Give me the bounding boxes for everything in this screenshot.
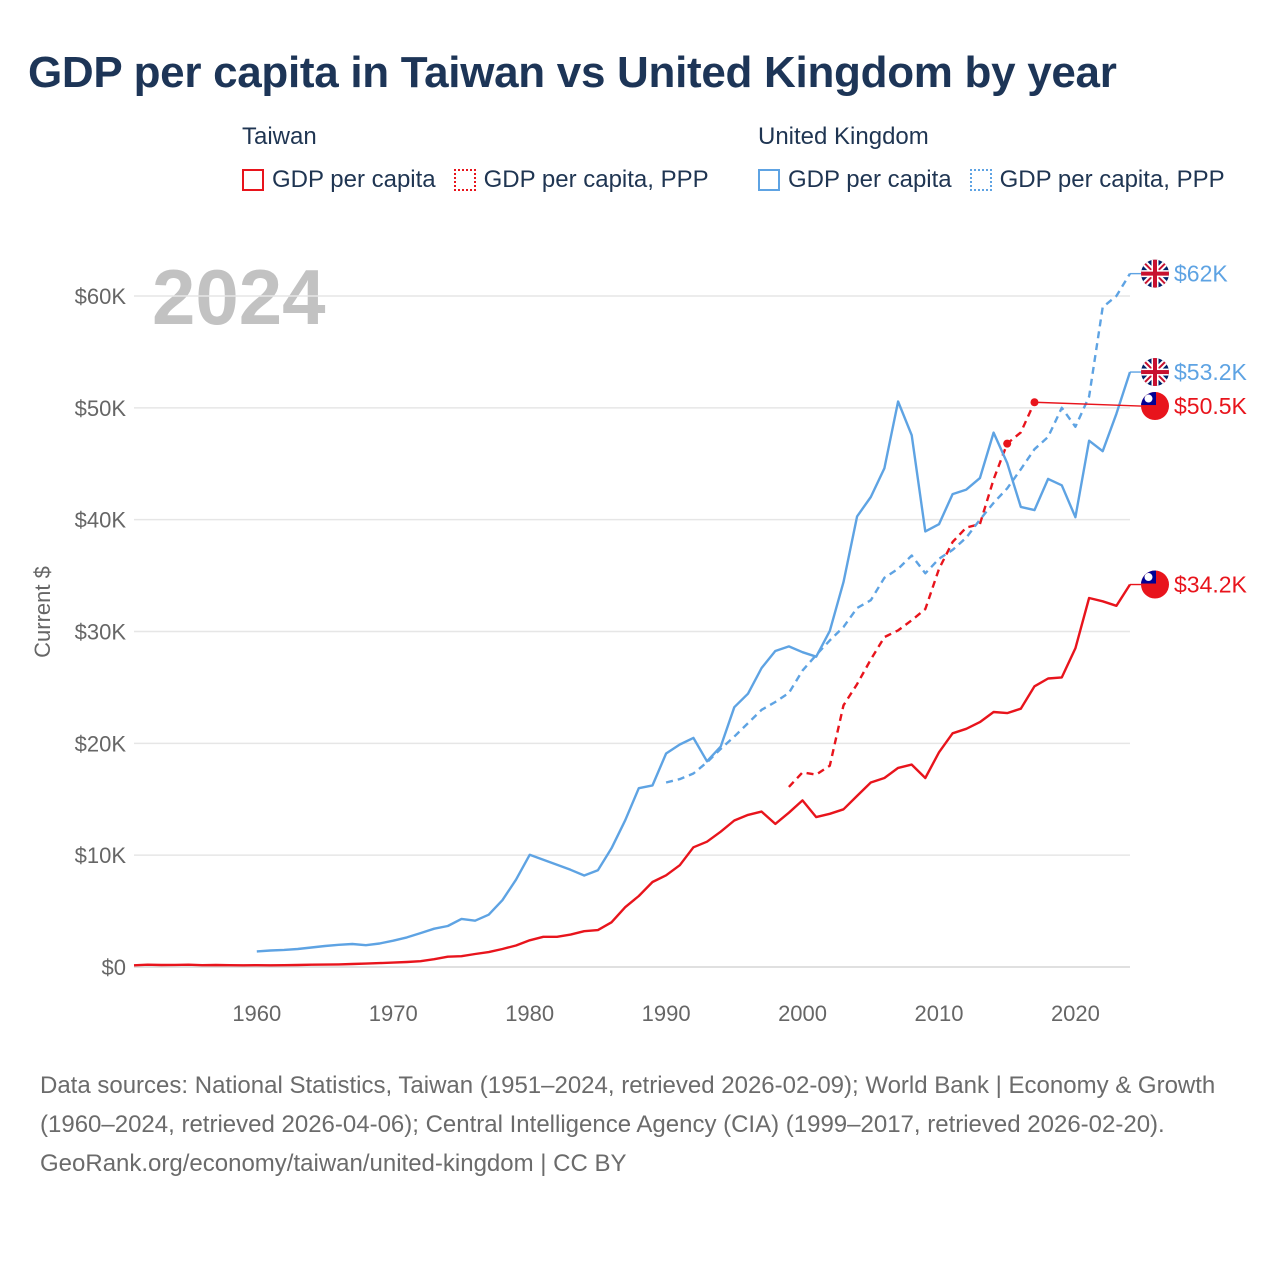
y-tick-label: $40K: [75, 508, 127, 533]
x-tick-label: 1970: [369, 1001, 418, 1026]
end-value-label: $62K: [1174, 261, 1228, 287]
y-tick-label: $50K: [75, 396, 127, 421]
x-tick-label: 2000: [778, 1001, 827, 1026]
legend-item-taiwan-gdp-ppp[interactable]: GDP per capita, PPP: [453, 166, 709, 194]
legend-item-taiwan-gdp[interactable]: GDP per capita: [242, 166, 436, 194]
x-tick-label: 1980: [505, 1001, 554, 1026]
x-tick-label: 2020: [1051, 1001, 1100, 1026]
legend-swatch-dotted: [453, 169, 476, 191]
legend-item-label: GDP per capita, PPP: [483, 166, 709, 193]
uk-flag-icon: [1141, 358, 1169, 387]
series-line[interactable]: [256, 371, 1132, 953]
legend-group-taiwan: Taiwan GDP per capita GDP per capita, PP…: [242, 122, 727, 194]
footer: Data sources: National Statistics, Taiwa…: [40, 1066, 1240, 1183]
end-value-label: $53.2K: [1174, 359, 1248, 385]
y-tick-label: $0: [102, 955, 126, 980]
line-chart: 2024 $0 $10K $20K $30K $40K $50K $60K 1960 1970 19…: [30, 253, 1248, 1026]
legend-item-label: GDP per capita, PPP: [999, 166, 1225, 193]
y-tick-label: $10K: [75, 843, 127, 868]
y-tick-label: $60K: [75, 284, 127, 309]
legend-item-uk-gdp[interactable]: GDP per capita: [758, 166, 952, 194]
flag-stripe: [1153, 358, 1157, 387]
y-axis-label: Current $: [30, 566, 55, 658]
uk-flag-icon: [1141, 259, 1169, 288]
end-label-connector: [1034, 401, 1142, 407]
legend-group-title: United Kingdom: [758, 123, 929, 150]
y-tick-label: $20K: [75, 731, 127, 756]
legend-item-label: GDP per capita: [272, 166, 436, 193]
legend-swatch-dotted: [969, 169, 992, 191]
series-line[interactable]: [788, 401, 1036, 788]
legend-group-united-kingdom: United Kingdom GDP per capita GDP per ca…: [758, 122, 1243, 194]
legend-swatch-solid: [242, 169, 264, 191]
flag-sun: [1144, 573, 1153, 582]
flag-sun: [1144, 394, 1153, 403]
series-line[interactable]: [133, 583, 1132, 967]
end-value-label: $50.5K: [1174, 393, 1248, 419]
x-tick-label: 1990: [642, 1001, 691, 1026]
legend-swatch-solid: [758, 169, 780, 191]
credit-link[interactable]: GeoRank.org/economy/taiwan/united-kingdo…: [40, 1150, 627, 1177]
year-label: 2024: [152, 253, 326, 341]
x-tick-label: 2010: [915, 1001, 964, 1026]
legend-group-title: Taiwan: [242, 123, 317, 150]
end-value-label: $34.2K: [1174, 572, 1248, 598]
taiwan-flag-icon: [1141, 392, 1169, 421]
chart-title: GDP per capita in Taiwan vs United Kingd…: [28, 48, 1117, 97]
taiwan-flag-icon: [1141, 570, 1169, 599]
legend-item-uk-gdp-ppp[interactable]: GDP per capita, PPP: [969, 166, 1225, 194]
legend-item-label: GDP per capita: [788, 166, 952, 193]
y-tick-label: $30K: [75, 620, 127, 645]
series-line[interactable]: [665, 272, 1132, 784]
flag-stripe: [1153, 259, 1157, 288]
x-tick-label: 1960: [232, 1001, 281, 1026]
data-sources: Data sources: National Statistics, Taiwa…: [40, 1072, 1216, 1138]
data-point-marker: [1003, 439, 1012, 448]
